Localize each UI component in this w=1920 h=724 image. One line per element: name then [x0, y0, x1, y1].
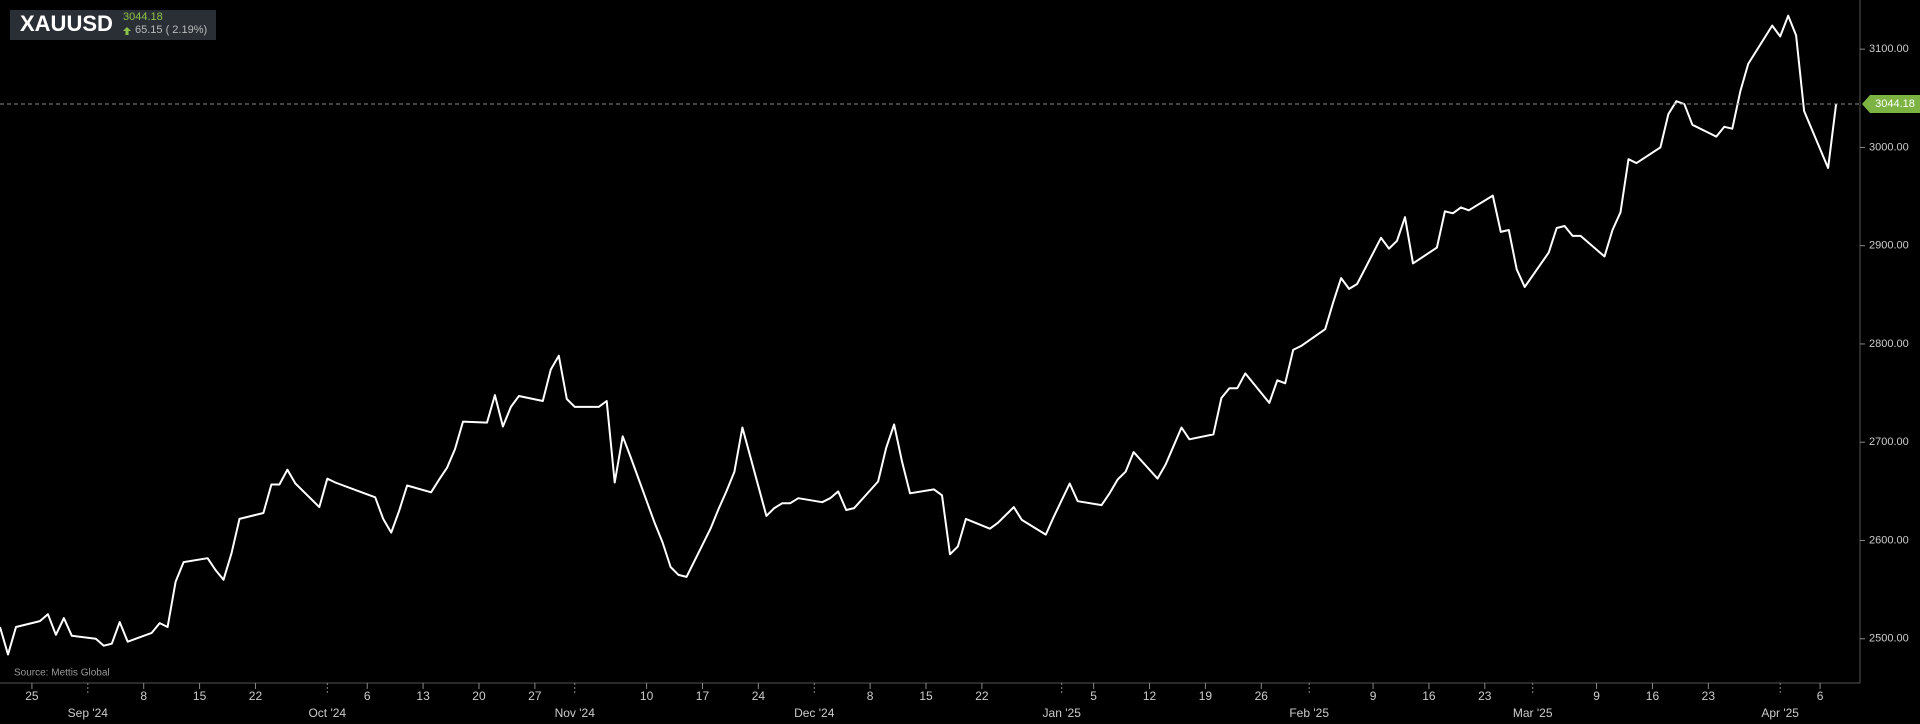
x-tick-label: 20	[472, 689, 486, 703]
x-tick-label: 19	[1199, 689, 1213, 703]
y-tick-label: 2800.00	[1869, 338, 1909, 350]
x-tick-label: 12	[1143, 689, 1157, 703]
last-price: 3044.18	[123, 11, 163, 23]
x-tick-label: Dec '24	[794, 706, 835, 720]
x-tick-label: 9	[1370, 689, 1377, 703]
x-tick-label: 22	[975, 689, 989, 703]
x-tick-label: Feb '25	[1289, 706, 1329, 720]
source: Source: Mettis Global	[14, 668, 110, 679]
x-tick-label: Oct '24	[308, 706, 346, 720]
x-tick-label: 9	[1593, 689, 1600, 703]
x-tick-label: Jan '25	[1043, 706, 1082, 720]
x-tick-label: 16	[1422, 689, 1436, 703]
last-price-tag	[1862, 94, 1920, 113]
x-tick-label: 8	[140, 689, 147, 703]
x-tick-label: Nov '24	[555, 706, 596, 720]
x-tick-label: 10	[640, 689, 654, 703]
price-change: 65.15 ( 2.19%)	[135, 24, 207, 36]
y-tick-label: 2500.00	[1869, 633, 1909, 645]
last-price-label: 3044.18	[1875, 98, 1915, 110]
y-tick-label: 3100.00	[1869, 43, 1909, 55]
symbol: XAUUSD	[20, 11, 113, 36]
y-tick-label: 2900.00	[1869, 240, 1909, 252]
x-tick-label: 27	[528, 689, 542, 703]
x-tick-label: 6	[1817, 689, 1824, 703]
x-tick-label: 23	[1478, 689, 1492, 703]
x-tick-label: 23	[1702, 689, 1716, 703]
x-tick-label: 26	[1255, 689, 1269, 703]
y-tick-label: 3000.00	[1869, 141, 1909, 153]
x-tick-label: 15	[919, 689, 933, 703]
x-tick-label: 22	[249, 689, 263, 703]
x-tick-label: 16	[1646, 689, 1660, 703]
up-arrow	[123, 27, 131, 35]
x-tick-label: 25	[25, 689, 39, 703]
x-tick-label: 13	[416, 689, 430, 703]
symbol-box	[10, 10, 216, 40]
x-tick-label: Apr '25	[1761, 706, 1799, 720]
price-line	[0, 14, 1838, 656]
y-tick-label: 2700.00	[1869, 436, 1909, 448]
x-tick-label: 8	[867, 689, 874, 703]
x-tick-label: 6	[364, 689, 371, 703]
x-tick-label: Sep '24	[68, 706, 109, 720]
x-tick-label: 24	[752, 689, 766, 703]
x-tick-label: 5	[1090, 689, 1097, 703]
x-tick-label: Mar '25	[1513, 706, 1553, 720]
y-tick-label: 2600.00	[1869, 534, 1909, 546]
x-tick-label: 17	[696, 689, 710, 703]
x-tick-label: 15	[193, 689, 207, 703]
